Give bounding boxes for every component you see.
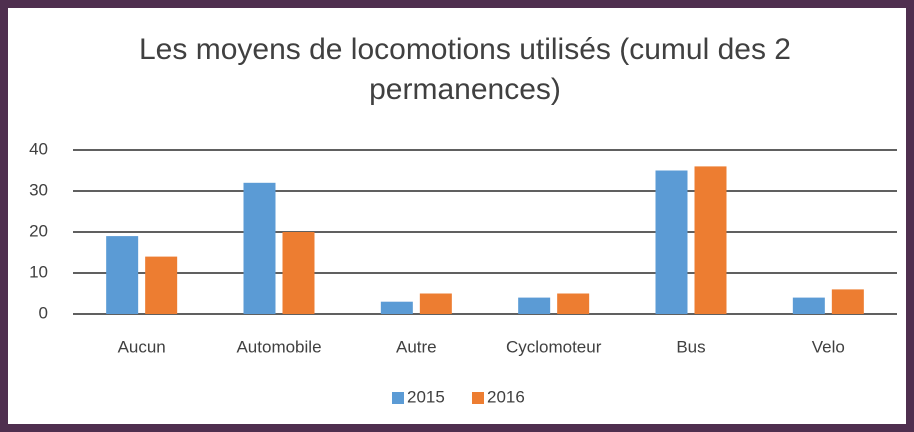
y-tick-label: 0 bbox=[39, 303, 48, 322]
bar bbox=[518, 297, 551, 314]
bar bbox=[655, 170, 688, 314]
bar bbox=[792, 297, 825, 314]
x-tick-label: Bus bbox=[676, 337, 705, 356]
bar bbox=[282, 232, 315, 314]
y-tick-label: 10 bbox=[29, 262, 48, 281]
bar bbox=[557, 293, 590, 314]
y-tick-label: 40 bbox=[29, 139, 48, 158]
x-tick-label: Autre bbox=[396, 337, 437, 356]
chart-title: Les moyens de locomotions utilisés (cumu… bbox=[139, 33, 791, 106]
bar bbox=[831, 289, 864, 314]
bar bbox=[694, 166, 727, 314]
legend-label: 2016 bbox=[487, 387, 525, 406]
chart-area bbox=[8, 8, 906, 424]
bar bbox=[106, 236, 139, 314]
bar bbox=[145, 256, 178, 314]
bar bbox=[380, 301, 413, 314]
x-tick-label: Velo bbox=[812, 337, 845, 356]
y-tick-label: 20 bbox=[29, 221, 48, 240]
x-tick-label: Automobile bbox=[236, 337, 321, 356]
x-tick-label: Cyclomoteur bbox=[506, 337, 602, 356]
legend-label: 2015 bbox=[407, 387, 445, 406]
y-tick-label: 30 bbox=[29, 180, 48, 199]
legend-swatch bbox=[472, 392, 484, 404]
x-tick-label: Aucun bbox=[118, 337, 166, 356]
bar bbox=[419, 293, 452, 314]
bar bbox=[243, 182, 276, 314]
legend-swatch bbox=[392, 392, 404, 404]
